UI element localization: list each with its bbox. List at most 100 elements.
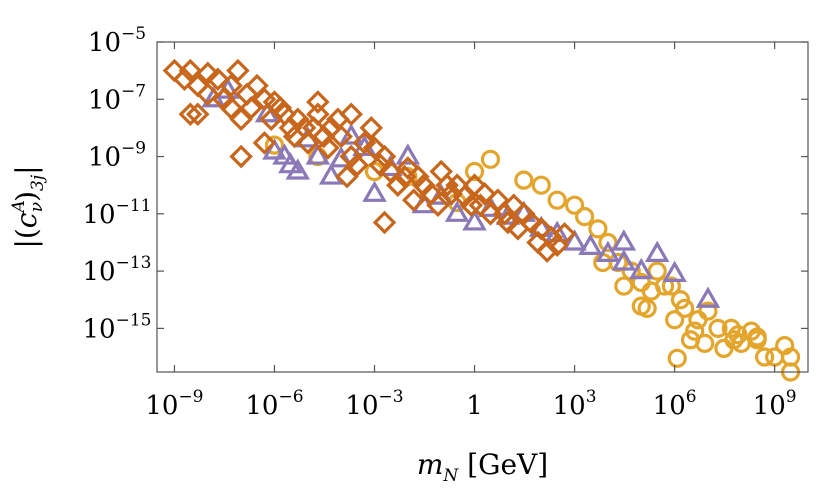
triangle-marker (318, 163, 344, 185)
circle-marker (661, 276, 681, 296)
diamond-marker (406, 164, 430, 189)
diamond-marker (472, 182, 497, 206)
diamond-marker (219, 96, 243, 120)
x-tick-label: 10−6 (245, 387, 303, 421)
triangle-marker (328, 146, 354, 168)
triangle-marker (611, 249, 637, 271)
diamond-marker (535, 239, 559, 263)
diamond-marker (229, 107, 253, 132)
diamond-marker (401, 188, 426, 212)
circle-marker (755, 347, 775, 367)
diamond-marker (206, 67, 230, 92)
triangle-marker (285, 158, 311, 180)
triangle-marker (695, 286, 721, 308)
circle-marker (708, 318, 728, 338)
triangle-marker (644, 240, 670, 262)
x-tick-label: 109 (753, 387, 797, 421)
circle-marker (637, 298, 657, 318)
y-tick-label: 10−9 (88, 139, 146, 173)
triangle-marker (595, 240, 621, 262)
circle-marker (514, 170, 534, 190)
diamond-marker (185, 102, 210, 127)
x-tick-label: 10−3 (345, 387, 403, 421)
circle-marker (714, 338, 734, 359)
circle-marker (564, 195, 585, 215)
diamond-marker (435, 173, 459, 197)
circle-marker (698, 301, 718, 321)
circle-marker (647, 261, 667, 281)
triangle-marker (462, 209, 487, 231)
triangle-marker (362, 180, 387, 202)
x-axis: 10−9 10−6 10−3 1 103 106 109 (145, 42, 797, 421)
circle-marker (654, 276, 675, 296)
diamond-marker (372, 210, 397, 235)
triangle-marker (338, 123, 364, 145)
circle-marker (264, 135, 285, 155)
diamond-marker (296, 131, 320, 155)
y-tick-label: 10−15 (83, 310, 152, 344)
circle-marker (695, 333, 715, 353)
diamond-marker (306, 90, 330, 114)
circle-marker (614, 276, 634, 296)
y-axis-label: |(cAν)3j| (9, 165, 48, 248)
circle-marker (480, 149, 501, 169)
circle-marker (728, 325, 748, 345)
diamond-marker (239, 96, 263, 120)
diamond-marker (519, 210, 543, 235)
triangle-marker (562, 229, 587, 251)
diamond-marker (172, 67, 197, 92)
diamond-marker (386, 173, 410, 197)
diamond-marker (359, 116, 384, 140)
circle-marker (747, 330, 767, 350)
triangle-marker (611, 229, 637, 251)
circle-marker (593, 252, 613, 273)
triangle-marker (662, 260, 687, 282)
circle-marker (665, 310, 685, 330)
circle-marker (575, 207, 595, 227)
circle-marker (667, 348, 687, 368)
y-axis: 10−5 10−7 10−9 10−11 10−13 10−15 (83, 24, 808, 344)
diamond-marker (496, 210, 520, 235)
circle-marker (780, 347, 801, 367)
triangle-marker (395, 143, 421, 165)
diamond-marker (335, 164, 359, 189)
diamond-marker (352, 131, 377, 155)
circle-marker (685, 321, 705, 341)
x-tick-label: 10−9 (145, 387, 203, 421)
diamond-marker (316, 136, 340, 160)
diamond-marker (339, 102, 363, 127)
circle-marker (598, 232, 618, 253)
diamond-marker (552, 222, 577, 246)
diamond-marker (229, 144, 253, 169)
triangle-marker (578, 233, 603, 256)
y-tick-label: 10−11 (83, 196, 152, 230)
triangle-marker (262, 138, 287, 160)
triangle-marker (444, 200, 470, 222)
diamond-marker (339, 144, 363, 169)
circle-marker (547, 190, 567, 210)
circle-marker (724, 330, 744, 350)
x-tick-label: 103 (553, 387, 597, 421)
diamond-marker (226, 58, 250, 83)
x-tick-label: 1 (466, 391, 483, 421)
diamond-marker (252, 131, 277, 155)
y-tick-label: 10−7 (88, 81, 146, 115)
plot-frame (156, 41, 809, 373)
diamond-marker (329, 124, 353, 149)
points-layer (162, 58, 801, 382)
x-tick-label: 106 (653, 387, 697, 421)
diamond-marker (311, 124, 336, 149)
circle-marker (588, 219, 608, 239)
x-axis-label: mN [GeV] (417, 448, 548, 486)
triangle-marker (305, 143, 331, 165)
diamond-marker (426, 193, 450, 217)
y-tick-label: 10−13 (83, 253, 152, 287)
circle-marker (531, 175, 551, 195)
diamond-marker (178, 58, 203, 83)
triangle-marker (629, 257, 654, 280)
diamond-marker (439, 182, 464, 206)
y-tick-label: 10−5 (88, 24, 146, 58)
diamond-marker (306, 102, 330, 127)
diamond-marker (196, 82, 220, 106)
